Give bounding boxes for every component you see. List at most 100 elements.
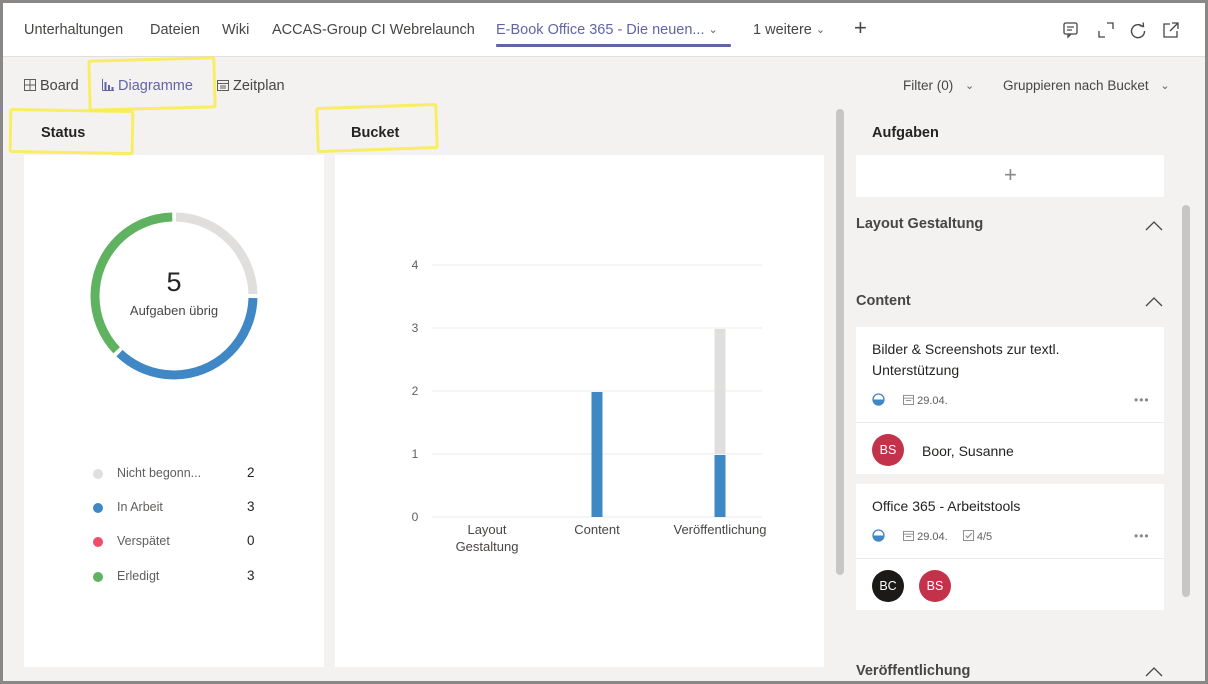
- legend-label: Erledigt: [117, 569, 160, 583]
- view-board[interactable]: Board: [24, 78, 79, 94]
- more-options-icon[interactable]: •••: [1134, 393, 1150, 407]
- status-panel: Status 5 Aufgaben übrig Nicht begonn... …: [24, 107, 324, 667]
- task-meta: 29.04. 4/5: [872, 529, 992, 543]
- chevron-up-icon[interactable]: [1145, 220, 1163, 232]
- view-schedule-label: Zeitplan: [233, 78, 285, 94]
- conversation-icon[interactable]: [1060, 19, 1082, 41]
- tasks-title: Aufgaben: [872, 125, 939, 141]
- legend-value: 2: [247, 465, 255, 480]
- x-category-label: Gestaltung: [456, 539, 519, 554]
- task-title[interactable]: Office 365 - Arbeitstools: [872, 498, 1021, 514]
- x-category-label: Veröffentlichung: [674, 522, 767, 537]
- checklist-icon: [962, 530, 974, 541]
- reload-icon[interactable]: [1127, 19, 1149, 41]
- bucket-title-layout: Layout Gestaltung: [856, 216, 984, 232]
- task-card[interactable]: Bilder & Screenshots zur textl. Unterstü…: [856, 327, 1164, 474]
- y-tick-label: 3: [412, 321, 419, 335]
- more-options-icon[interactable]: •••: [1134, 529, 1150, 543]
- avatar[interactable]: BC: [872, 570, 904, 602]
- bucket-panel-title: Bucket: [351, 125, 400, 141]
- legend-value: 3: [247, 568, 255, 583]
- legend-item-in-progress: In Arbeit 3: [93, 499, 263, 519]
- tab-more[interactable]: 1 weitere ⌄: [753, 22, 825, 38]
- chevron-down-icon[interactable]: ⌄: [708, 24, 718, 36]
- add-tab-icon[interactable]: +: [854, 15, 867, 40]
- y-tick-label: 0: [412, 510, 419, 524]
- group-by-dropdown[interactable]: Gruppieren nach Bucket ⌄: [1003, 78, 1170, 93]
- calendar-icon: [217, 80, 229, 91]
- tasks-header: Aufgaben: [856, 107, 1164, 155]
- expand-icon[interactable]: [1095, 19, 1117, 41]
- panel-scrollbar[interactable]: [836, 109, 844, 575]
- chevron-down-icon: ⌄: [965, 80, 975, 92]
- group-by-label: Gruppieren nach Bucket: [1003, 78, 1149, 93]
- tasks-scrollbar[interactable]: [1182, 205, 1190, 597]
- legend-item-not-started: Nicht begonn... 2: [93, 465, 263, 485]
- active-tab-indicator: [496, 44, 731, 47]
- donut-ring: [90, 212, 258, 380]
- y-tick-label: 2: [412, 384, 419, 398]
- bar-in-arbeit[interactable]: [714, 455, 726, 517]
- remaining-label: Aufgaben übrig: [129, 303, 219, 318]
- filter-label: Filter (0): [903, 78, 954, 93]
- x-category-label: Content: [574, 522, 620, 537]
- x-category-label: Layout: [467, 522, 506, 537]
- progress-half-icon: [872, 393, 885, 406]
- remaining-count: 5: [166, 267, 182, 297]
- task-title[interactable]: Bilder & Screenshots zur textl. Unterstü…: [872, 341, 1060, 378]
- donut-segment-in-progress: [90, 212, 258, 380]
- bar-nicht-begonn-[interactable]: [714, 329, 726, 454]
- bucket-panel-header: Bucket: [335, 107, 824, 155]
- view-board-label: Board: [40, 78, 79, 94]
- legend-value: 0: [247, 533, 255, 548]
- task-card[interactable]: Office 365 - Arbeitstools 29.04. 4/5: [856, 484, 1164, 610]
- chevron-down-icon: ⌄: [1160, 80, 1170, 92]
- assignee-name: Boor, Susanne: [922, 443, 1014, 459]
- chevron-up-icon[interactable]: [1145, 666, 1163, 678]
- add-task-button[interactable]: +: [1004, 162, 1017, 187]
- due-date: 29.04.: [917, 531, 948, 543]
- legend-dot: [93, 537, 103, 547]
- tab-ebook-office365[interactable]: E-Book Office 365 - Die neuen... ⌄: [496, 22, 718, 38]
- bucket-bar-chart: 0 1 2 3 4 Layout Gestaltung Content Veröffentlic…: [412, 258, 767, 554]
- due-date: 29.04.: [917, 395, 948, 407]
- legend-value: 3: [247, 499, 255, 514]
- channel-tab-bar: Unterhaltungen Dateien Wiki ACCAS-Group …: [3, 3, 1205, 57]
- status-panel-header: Status: [24, 107, 324, 155]
- open-in-new-icon[interactable]: [1160, 19, 1182, 41]
- checklist-count: 4/5: [976, 531, 993, 543]
- avatar[interactable]: BS: [919, 570, 951, 602]
- bucket-panel: Bucket 0 1 2 3 4 Layout Gestaltung Content Veröf…: [335, 107, 824, 667]
- view-toolbar: Board Diagramme Zeitplan Filter (0) ⌄: [3, 57, 1205, 107]
- avatar[interactable]: BS: [872, 434, 904, 466]
- filter-dropdown[interactable]: Filter (0) ⌄: [903, 78, 974, 93]
- chevron-down-icon: ⌄: [815, 24, 826, 36]
- card-divider: [856, 558, 1164, 559]
- view-charts-label: Diagramme: [118, 78, 193, 94]
- legend-label: In Arbeit: [117, 500, 163, 514]
- tab-accas-ci-webrelaunch[interactable]: ACCAS-Group CI Webrelaunch: [272, 22, 475, 38]
- view-schedule[interactable]: Zeitplan: [217, 78, 285, 94]
- legend-item-late: Verspätet 0: [93, 533, 263, 553]
- view-charts[interactable]: Diagramme: [102, 78, 193, 94]
- tasks-header-card: Aufgaben +: [856, 107, 1164, 197]
- task-meta: 29.04.: [872, 393, 948, 407]
- legend-label: Verspätet: [117, 534, 170, 548]
- bar-in-arbeit[interactable]: [591, 392, 603, 517]
- board-icon: [24, 79, 36, 91]
- legend-label: Nicht begonn...: [117, 466, 202, 480]
- donut-segment-completed: [90, 212, 258, 380]
- chevron-up-icon[interactable]: [1145, 296, 1163, 308]
- calendar-icon: [903, 530, 915, 541]
- card-divider: [856, 422, 1164, 423]
- tab-conversations[interactable]: Unterhaltungen: [24, 22, 124, 38]
- bucket-title-content: Content: [856, 293, 911, 309]
- tasks-column: Aufgaben + Layout Gestaltung Content Bil…: [856, 107, 1168, 681]
- tab-files[interactable]: Dateien: [150, 22, 200, 38]
- tab-more-label: 1 weitere: [753, 22, 812, 38]
- progress-half-icon: [872, 529, 885, 542]
- calendar-icon: [903, 394, 915, 405]
- tab-ebook-label: E-Book Office 365 - Die neuen...: [496, 22, 705, 38]
- tab-wiki[interactable]: Wiki: [222, 22, 250, 38]
